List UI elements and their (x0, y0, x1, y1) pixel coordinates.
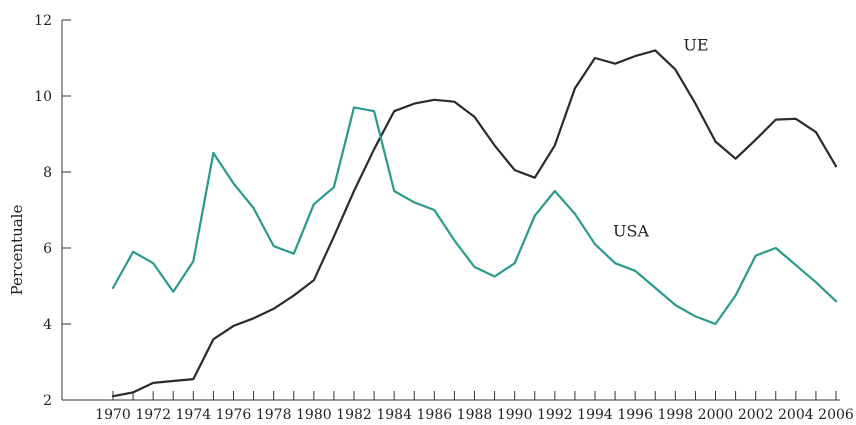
series-label-ue: UE (683, 35, 708, 54)
x-tick-label: 1990 (497, 407, 533, 423)
x-tick-label: 1974 (176, 407, 212, 423)
series-labels: UE USA (613, 35, 708, 240)
x-axis-ticks: 1970 1972 1974 1976 1978 1980 1982 1984 1986 1988… (95, 391, 854, 423)
y-tick-label: 4 (43, 317, 52, 333)
series-label-usa: USA (613, 222, 649, 241)
x-tick-label: 1986 (417, 407, 453, 423)
x-tick-label: 1994 (577, 407, 613, 423)
y-axis-title: Percentuale (8, 205, 26, 296)
x-tick-label: 1998 (658, 407, 694, 423)
x-tick-label: 2002 (738, 407, 774, 423)
y-tick-label: 2 (43, 393, 52, 409)
axes (61, 20, 840, 401)
series-lines (111, 49, 838, 398)
y-tick-label: 6 (43, 241, 52, 257)
x-tick-label: 1980 (296, 407, 332, 423)
x-tick-label: 1982 (336, 407, 372, 423)
x-tick-label: 2004 (778, 407, 814, 423)
x-tick-label: 1976 (216, 407, 252, 423)
y-tick-label: 8 (43, 165, 52, 181)
y-tick-label: 12 (34, 13, 52, 29)
x-tick-label: 1978 (256, 407, 292, 423)
x-tick-label: 2000 (698, 407, 734, 423)
series-line-ue (111, 49, 838, 398)
x-tick-label: 1984 (376, 407, 412, 423)
x-tick-label: 1972 (135, 407, 171, 423)
y-axis-ticks: 2 4 6 8 10 12 (34, 13, 71, 409)
y-tick-label: 10 (34, 89, 52, 105)
x-tick-label: 1988 (457, 407, 493, 423)
x-tick-label: 1996 (617, 407, 653, 423)
series-line-usa (111, 106, 838, 326)
x-tick-label: 1992 (537, 407, 573, 423)
x-tick-label: 1970 (95, 407, 131, 423)
x-tick-label: 2006 (818, 407, 854, 423)
